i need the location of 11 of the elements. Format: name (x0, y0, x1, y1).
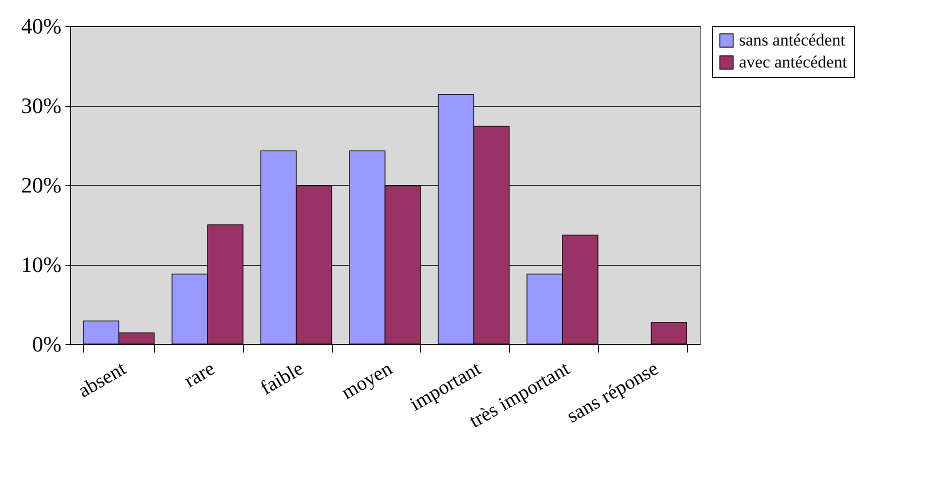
y-tick-label: 0% (32, 332, 62, 356)
x-tick-label: moyen (338, 358, 396, 404)
y-tick-label: 30% (21, 93, 62, 118)
y-tick-label: 20% (21, 172, 62, 198)
x-tick-label: faible (256, 358, 308, 400)
y-tick-label: 10% (21, 252, 62, 277)
x-tick-label: absent (74, 357, 130, 402)
legend-label: sans antécédent (739, 30, 846, 50)
x-tick-label: rare (180, 358, 219, 392)
y-tick-label: 40% (21, 14, 62, 38)
legend-label: avec antécédent (739, 52, 848, 72)
